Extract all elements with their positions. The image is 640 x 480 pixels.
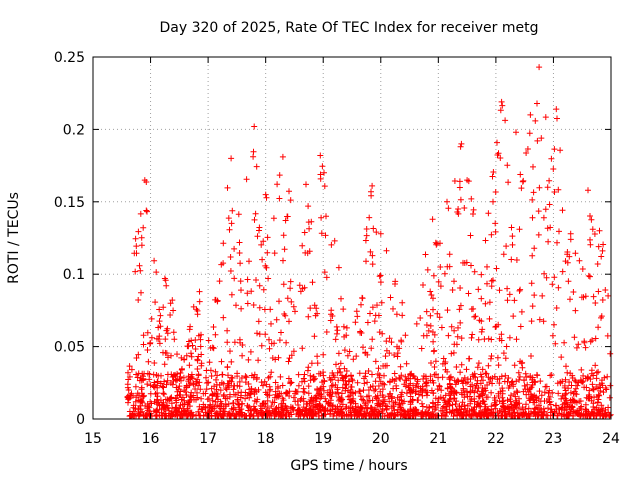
y-tick-label: 0.1 xyxy=(63,267,85,283)
x-tick-label: 23 xyxy=(545,431,563,447)
grid-lines xyxy=(93,57,611,419)
x-tick-label: 18 xyxy=(257,431,275,447)
x-tick-label: 24 xyxy=(602,431,620,447)
y-tick-label: 0.05 xyxy=(54,340,85,356)
y-tick-label: 0 xyxy=(76,412,85,428)
y-axis-label: ROTI / TECUs xyxy=(6,192,22,284)
scatter-markers xyxy=(124,64,614,420)
x-tick-label: 22 xyxy=(487,431,505,447)
x-tick-label: 21 xyxy=(429,431,447,447)
data-points xyxy=(124,64,614,420)
x-axis-label: GPS time / hours xyxy=(290,458,407,474)
y-axis-ticks: 0 0.05 0.1 0.15 0.2 0.25 xyxy=(54,50,611,428)
chart-title: Day 320 of 2025, Rate Of TEC Index for r… xyxy=(160,20,539,36)
y-tick-label: 0.2 xyxy=(63,122,85,138)
x-tick-label: 19 xyxy=(314,431,332,447)
x-tick-label: 16 xyxy=(142,431,160,447)
x-tick-label: 17 xyxy=(199,431,217,447)
x-axis-ticks: 15 16 17 18 19 20 21 22 23 24 xyxy=(84,57,620,447)
y-tick-label: 0.25 xyxy=(54,50,85,66)
x-tick-label: 15 xyxy=(84,431,102,447)
y-tick-label: 0.15 xyxy=(54,195,85,211)
plot-frame xyxy=(92,56,612,420)
x-tick-label: 20 xyxy=(372,431,390,447)
